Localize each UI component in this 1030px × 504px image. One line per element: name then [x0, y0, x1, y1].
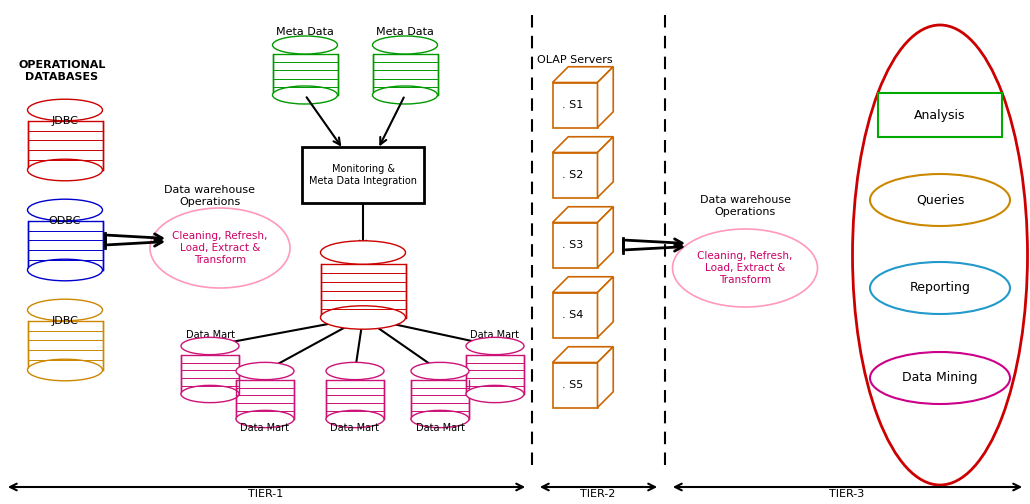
Polygon shape [273, 54, 338, 95]
Ellipse shape [181, 337, 239, 355]
Polygon shape [28, 321, 103, 370]
Ellipse shape [411, 410, 469, 427]
Ellipse shape [236, 410, 294, 427]
Polygon shape [597, 277, 613, 338]
Polygon shape [552, 277, 613, 292]
Text: TIER-3: TIER-3 [829, 489, 864, 499]
Text: Data warehouse
Operations: Data warehouse Operations [699, 195, 790, 217]
Polygon shape [597, 67, 613, 128]
Text: Data Mart: Data Mart [415, 423, 465, 433]
Ellipse shape [870, 262, 1010, 314]
Polygon shape [597, 347, 613, 408]
Ellipse shape [181, 386, 239, 403]
Ellipse shape [28, 259, 103, 281]
Ellipse shape [870, 352, 1010, 404]
Text: Data warehouse
Operations: Data warehouse Operations [165, 185, 255, 207]
Ellipse shape [273, 86, 338, 104]
Ellipse shape [373, 86, 438, 104]
Polygon shape [597, 137, 613, 198]
Polygon shape [236, 380, 294, 419]
Text: Cleaning, Refresh,
Load, Extract &
Transform: Cleaning, Refresh, Load, Extract & Trans… [172, 231, 268, 265]
Text: TIER-2: TIER-2 [580, 489, 616, 499]
Ellipse shape [150, 208, 290, 288]
Text: Analysis: Analysis [915, 108, 966, 121]
Text: Cleaning, Refresh,
Load, Extract &
Transform: Cleaning, Refresh, Load, Extract & Trans… [697, 251, 793, 285]
Polygon shape [411, 380, 469, 419]
Text: OLAP Servers: OLAP Servers [538, 55, 613, 65]
Polygon shape [552, 362, 597, 408]
Text: JDBC: JDBC [52, 116, 78, 126]
Text: Data Mart: Data Mart [240, 423, 289, 433]
Polygon shape [373, 54, 438, 95]
Polygon shape [552, 207, 613, 222]
Polygon shape [28, 221, 103, 270]
Text: Data Mart: Data Mart [185, 330, 235, 340]
Polygon shape [28, 121, 103, 170]
Text: JDBC: JDBC [52, 316, 78, 326]
Text: . S5: . S5 [562, 380, 583, 390]
Ellipse shape [320, 241, 406, 264]
Text: OPERATIONAL
DATABASES: OPERATIONAL DATABASES [19, 60, 106, 82]
FancyBboxPatch shape [302, 147, 424, 203]
Ellipse shape [28, 199, 103, 221]
Polygon shape [552, 347, 613, 362]
Text: Reporting: Reporting [909, 282, 970, 294]
Text: TIER-1: TIER-1 [248, 489, 283, 499]
Polygon shape [552, 67, 613, 83]
Ellipse shape [28, 359, 103, 381]
Ellipse shape [853, 25, 1028, 485]
Ellipse shape [466, 337, 524, 355]
FancyBboxPatch shape [878, 93, 1002, 137]
Ellipse shape [466, 386, 524, 403]
Polygon shape [320, 264, 406, 318]
Text: . S4: . S4 [562, 310, 583, 320]
Text: . S1: . S1 [562, 100, 583, 110]
Ellipse shape [411, 362, 469, 380]
Polygon shape [552, 137, 613, 153]
Ellipse shape [673, 229, 818, 307]
Ellipse shape [320, 306, 406, 329]
Polygon shape [597, 207, 613, 268]
Polygon shape [552, 83, 597, 128]
Text: . S2: . S2 [562, 170, 583, 180]
Text: Data Mart: Data Mart [471, 330, 519, 340]
Ellipse shape [273, 36, 338, 54]
Polygon shape [552, 153, 597, 198]
Ellipse shape [28, 159, 103, 181]
Ellipse shape [870, 174, 1010, 226]
Text: Meta Data: Meta Data [276, 27, 334, 37]
Polygon shape [552, 222, 597, 268]
Ellipse shape [373, 36, 438, 54]
Ellipse shape [327, 362, 384, 380]
Polygon shape [181, 355, 239, 394]
Text: Data Mart: Data Mart [331, 423, 379, 433]
Text: Data Mining: Data Mining [902, 371, 977, 385]
Ellipse shape [327, 410, 384, 427]
Polygon shape [466, 355, 524, 394]
Ellipse shape [28, 299, 103, 321]
Polygon shape [327, 380, 384, 419]
Text: Monitoring &
Meta Data Integration: Monitoring & Meta Data Integration [309, 164, 417, 186]
Ellipse shape [236, 362, 294, 380]
Ellipse shape [28, 99, 103, 121]
Polygon shape [552, 292, 597, 338]
Text: Queries: Queries [916, 194, 964, 207]
Text: . S3: . S3 [562, 240, 583, 250]
Text: Meta Data: Meta Data [376, 27, 434, 37]
Text: ODBC: ODBC [48, 216, 81, 226]
